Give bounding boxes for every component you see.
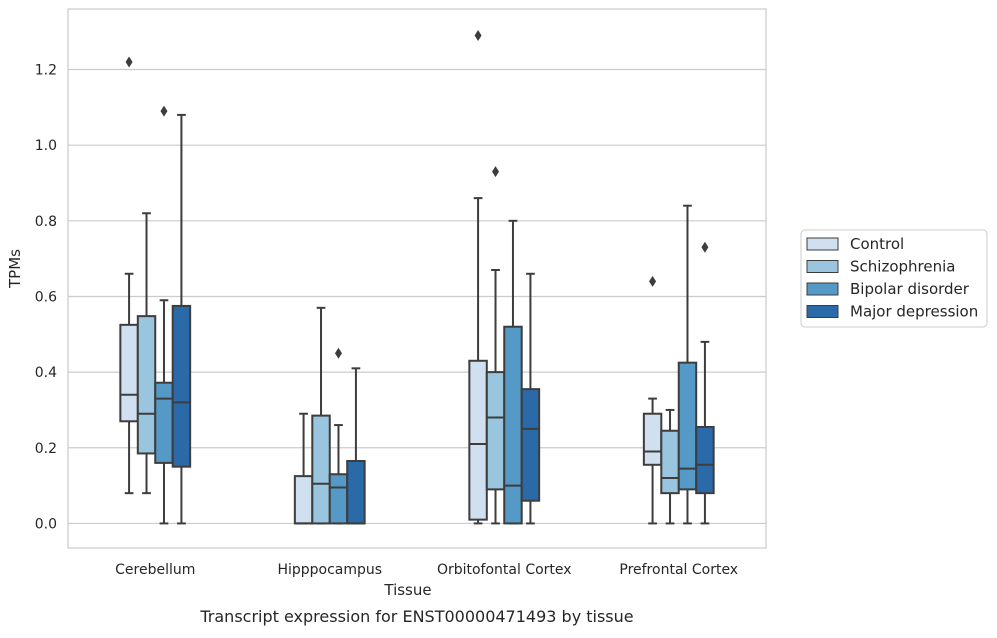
y-axis-label: TPMs [6,249,24,289]
outlier-point [701,241,709,253]
outlier-point [125,56,133,68]
outlier-point [334,347,342,359]
box-1-0 [293,412,314,525]
box-3-2 [677,204,698,525]
legend-label: Major depression [850,303,978,321]
legend-label: Control [850,235,904,253]
y-tick-label: 0.0 [35,516,57,532]
legend-frame [800,229,988,328]
box-iqr [346,460,366,525]
box-2-0 [468,29,488,525]
box-iqr [520,388,541,502]
plot-area-frame [67,8,767,549]
box-iqr [695,425,715,495]
box-iqr [468,359,488,521]
box-1-2 [328,347,349,525]
x-tick-label: Orbitofontal Cortex [437,562,572,578]
x-tick-label: Hipppocampus [277,562,382,578]
box-2-2 [503,219,523,525]
box-1-1 [311,306,331,525]
legend-swatch [806,305,839,318]
legend: Control Schizophrenia Bipolar disorder Majo… [800,229,988,328]
box-2-1 [485,166,506,525]
legend-label: Bipolar disorder [850,280,970,298]
box-iqr [136,315,157,455]
box-0-1 [136,212,157,495]
y-tick-labels: 0.0 0.2 0.4 0.6 0.8 1.0 1.2 [35,63,57,533]
outlier-point [160,105,168,117]
outlier-point [474,29,482,41]
box-0-2 [154,105,174,525]
chart-caption: Transcript expression for ENST0000047149… [199,607,633,626]
y-tick-label: 0.8 [35,214,57,230]
y-tick-label: 1.2 [35,63,57,79]
box-iqr [328,473,349,525]
box-2-3 [520,272,541,525]
box-1-3 [346,367,366,525]
x-tick-labels: Cerebellum Hipppocampus Orbitofontal Corte… [115,562,738,578]
box-iqr [311,414,331,525]
y-tick-label: 0.2 [35,441,57,457]
box-iqr [503,325,523,525]
legend-swatch [806,237,839,251]
outlier-point [492,166,500,178]
legend-label: Schizophrenia [850,258,955,276]
y-tick-label: 0.4 [35,365,57,381]
box-3-0 [642,275,663,525]
box-iqr [119,323,139,423]
box-iqr [171,304,192,468]
y-tick-label: 0.6 [35,289,57,305]
legend-swatch [806,260,839,273]
box-iqr [485,371,506,491]
box-3-3 [695,241,715,525]
outlier-point [649,275,657,287]
box-iqr [293,475,314,525]
x-tick-label: Cerebellum [115,562,195,578]
box-3-1 [660,408,680,525]
legend-swatch [806,282,839,296]
x-axis-label: Tissue [383,581,431,599]
box-iqr [660,429,680,495]
y-tick-label: 1.0 [35,138,57,154]
box-iqr [642,412,663,466]
x-tick-label: Prefrontal Cortex [619,562,738,578]
box-iqr [154,381,174,464]
box-0-3 [171,113,192,525]
box-0-0 [119,56,139,495]
boxes [119,29,715,525]
box-iqr [677,361,698,491]
